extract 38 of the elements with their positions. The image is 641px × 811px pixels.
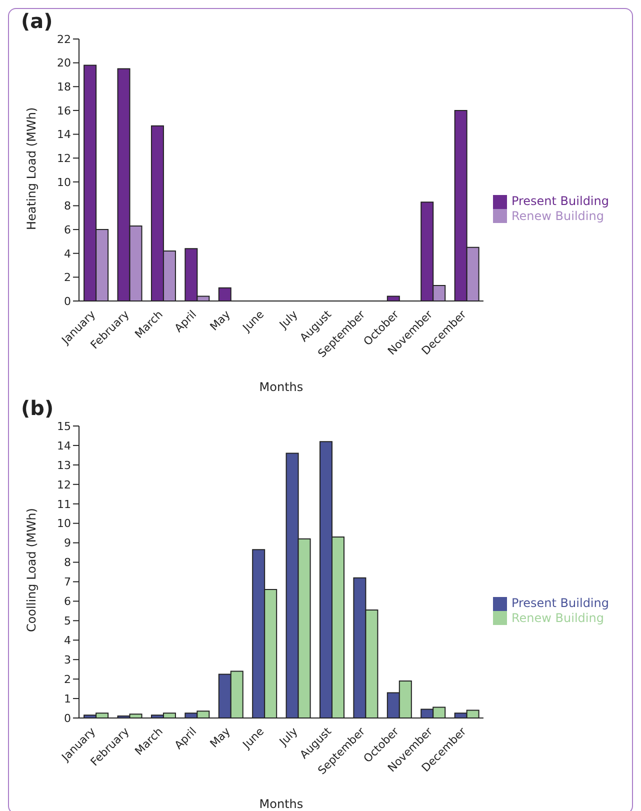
y-tick-label: 4 — [64, 634, 71, 648]
legend-label: Renew Building — [511, 610, 604, 624]
y-tick-label: 12 — [57, 478, 71, 492]
y-tick-label: 6 — [64, 223, 71, 236]
y-tick-label: 0 — [64, 294, 71, 308]
y-tick-label: 12 — [57, 152, 71, 165]
y-tick-label: 8 — [64, 200, 71, 213]
y-tick-label: 2 — [64, 271, 71, 284]
y-tick-label: 2 — [64, 672, 71, 686]
legend-label: Present Building — [511, 194, 609, 208]
y-tick-label: 8 — [64, 556, 71, 570]
y-tick-label: 4 — [64, 247, 71, 260]
y-tick-label: 10 — [57, 176, 71, 189]
y-tick-label: 10 — [57, 517, 71, 530]
y-axis-title: Heating Load (MWh) — [24, 107, 38, 230]
y-tick-label: 3 — [64, 654, 71, 667]
y-tick-label: 14 — [57, 128, 71, 142]
x-axis-title: Months — [259, 380, 304, 394]
y-tick-label: 6 — [64, 595, 71, 608]
x-axis-title: Months — [259, 797, 304, 811]
y-tick-label: 7 — [64, 576, 71, 589]
chart-title: (a) — [21, 9, 53, 33]
y-axis-title: Coolling Load (MWh) — [24, 508, 38, 632]
y-tick-label: 5 — [64, 614, 71, 628]
y-tick-label: 20 — [57, 56, 71, 70]
y-tick-label: 0 — [64, 712, 71, 725]
legend-label: Renew Building — [511, 208, 604, 222]
chart-title: (b) — [21, 396, 54, 420]
y-tick-label: 16 — [57, 104, 71, 118]
y-tick-label: 14 — [57, 439, 71, 452]
y-tick-label: 15 — [57, 420, 71, 433]
y-tick-label: 9 — [64, 536, 71, 550]
y-tick-label: 1 — [64, 692, 71, 706]
y-tick-label: 11 — [57, 498, 71, 511]
y-tick-label: 13 — [57, 458, 71, 472]
y-tick-label: 22 — [57, 32, 71, 46]
legend-label: Present Building — [511, 596, 609, 610]
y-tick-label: 18 — [57, 80, 71, 94]
